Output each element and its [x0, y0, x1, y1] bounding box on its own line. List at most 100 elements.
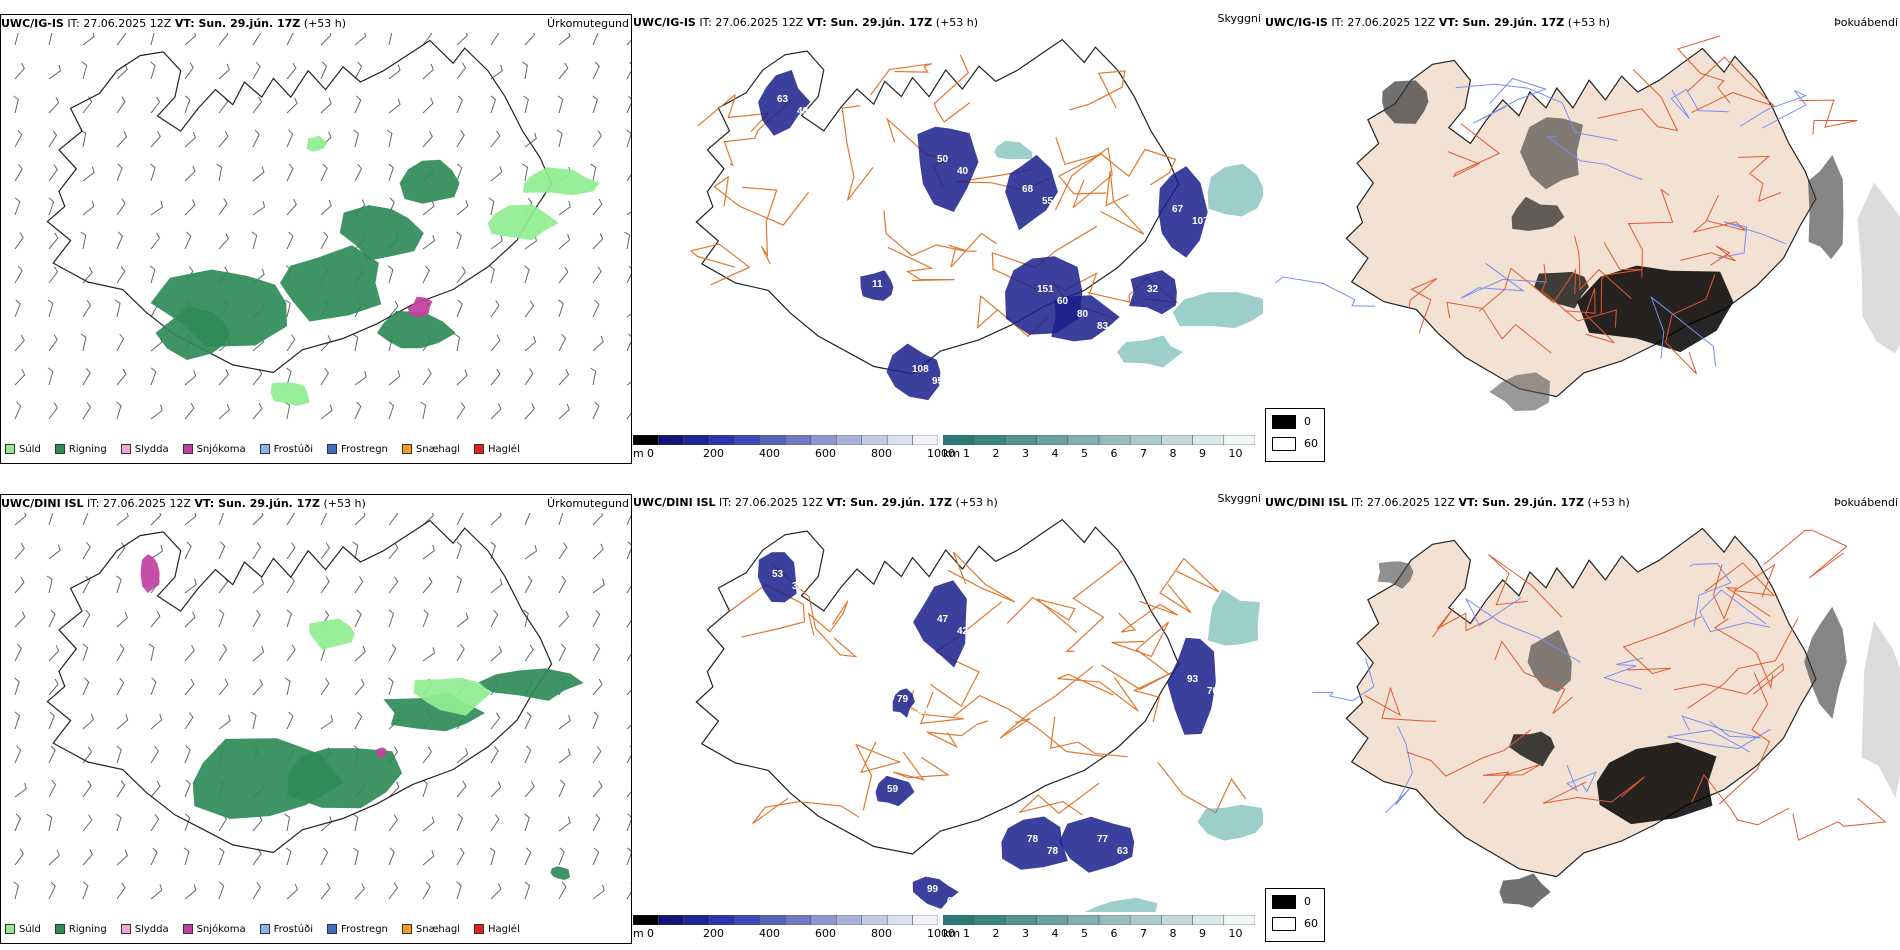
road [1275, 276, 1376, 307]
wind-barb [387, 265, 394, 284]
road [1432, 607, 1493, 638]
precip-legend-item: Slydda [120, 443, 169, 455]
fog-index-map-panel: UWC/IG-IS IT: 27.06.2025 12Z VT: Sun. 29… [1265, 14, 1900, 464]
wind-barb [252, 33, 262, 46]
wind-barb [320, 513, 328, 526]
map-area [477, 668, 584, 701]
wind-barb [82, 881, 89, 900]
legend-label: Snjókoma [196, 923, 246, 935]
fog-map [1275, 35, 1900, 411]
precip-areas [140, 554, 584, 880]
panel-header: UWC/DINI ISL IT: 27.06.2025 12Z VT: Sun.… [1, 497, 366, 510]
map-area [757, 552, 797, 603]
wind-barb [82, 513, 89, 526]
wind-barb [626, 265, 631, 284]
colorbar-tick: 6 [1110, 447, 1118, 460]
colorbar-cell [1067, 434, 1100, 446]
wind-barb [388, 98, 401, 114]
panel-title: Þokuábendi [1834, 496, 1898, 509]
wind-barb [14, 129, 23, 148]
wind-barb [252, 679, 264, 696]
road [1573, 235, 1632, 300]
wind-barb [116, 745, 122, 764]
wind-barb [252, 542, 262, 560]
legend-swatch [5, 924, 15, 934]
wind-barb [320, 542, 331, 560]
wind-barb [48, 33, 53, 46]
colorbar-tick: 8 [1169, 447, 1177, 460]
map-area [399, 159, 460, 204]
road [1680, 245, 1736, 266]
wind-barb [48, 609, 56, 628]
wind-barb [116, 513, 129, 526]
wind-barb [626, 724, 631, 730]
colorbar-tick: 7 [1140, 927, 1147, 940]
panel-header: UWC/DINI ISL IT: 27.06.2025 12Z VT: Sun.… [633, 496, 998, 509]
map-area [1167, 637, 1216, 735]
wind-barb [46, 813, 53, 832]
wind-barb [252, 609, 261, 628]
wind-barb [82, 367, 91, 386]
colorbar-cell [759, 434, 786, 446]
wind-barb [184, 813, 191, 832]
colorbar-cell [1129, 914, 1162, 926]
wind-barb [524, 847, 532, 866]
legend-swatch [182, 924, 193, 934]
wind-barb [626, 541, 631, 560]
legend-label: Slydda [134, 443, 169, 455]
map-area [1158, 166, 1208, 258]
wind-barb [115, 813, 122, 832]
wind-barb [592, 643, 601, 662]
wind-barb [558, 643, 567, 662]
road [1665, 274, 1716, 375]
colorbar-cell [658, 434, 685, 446]
wind-barb [558, 847, 565, 866]
wind-barb [592, 95, 598, 114]
height-label: 53 [772, 569, 784, 580]
wind-barb [14, 232, 24, 250]
wind-barb [184, 33, 197, 46]
road [713, 175, 810, 226]
road [1488, 554, 1563, 618]
wind-barb [354, 609, 362, 628]
wind-barb [558, 779, 566, 798]
wind-barb [13, 881, 20, 900]
wind-barb [524, 575, 533, 594]
wind-barb [320, 97, 332, 114]
wind-barb [48, 711, 55, 730]
wind-barb [80, 129, 87, 148]
wind-barb [489, 265, 495, 284]
legend-label: Snæhagl [415, 923, 461, 935]
wind-barb [353, 847, 359, 866]
wind-barb [422, 816, 435, 832]
panel-header: UWC/IG-IS IT: 27.06.2025 12Z VT: Sun. 29… [1265, 16, 1611, 29]
wind-barb [286, 231, 294, 250]
wind-barb [183, 847, 190, 866]
colorbar-tick: 7 [1140, 447, 1147, 460]
map-area [1084, 897, 1158, 912]
road [1713, 618, 1774, 690]
precip-legend-item: Súld [5, 924, 41, 935]
map-area [309, 618, 355, 650]
wind-barb [320, 576, 330, 594]
wind-barb [184, 231, 192, 250]
fog-legend-light: 60 [1304, 917, 1318, 930]
wind-barb [456, 643, 465, 662]
wind-barb [14, 334, 25, 352]
colorbar-cell [1129, 434, 1162, 446]
wind-barb [456, 33, 468, 46]
precip-legend-item: Snjókoma [182, 923, 246, 935]
wind-barb [388, 64, 401, 80]
wind-barb [626, 412, 631, 420]
road [1098, 148, 1177, 186]
legend-swatch [474, 924, 485, 934]
wind-barb [184, 884, 197, 900]
road [870, 63, 932, 96]
precip-legend-item: Frostregn [327, 444, 388, 455]
wind-barb [422, 544, 435, 560]
wind-barb [116, 163, 123, 182]
wind-barb [558, 299, 564, 318]
wind-barb [592, 335, 604, 352]
height-label: 69 [947, 896, 959, 907]
wind-barb [320, 163, 328, 182]
